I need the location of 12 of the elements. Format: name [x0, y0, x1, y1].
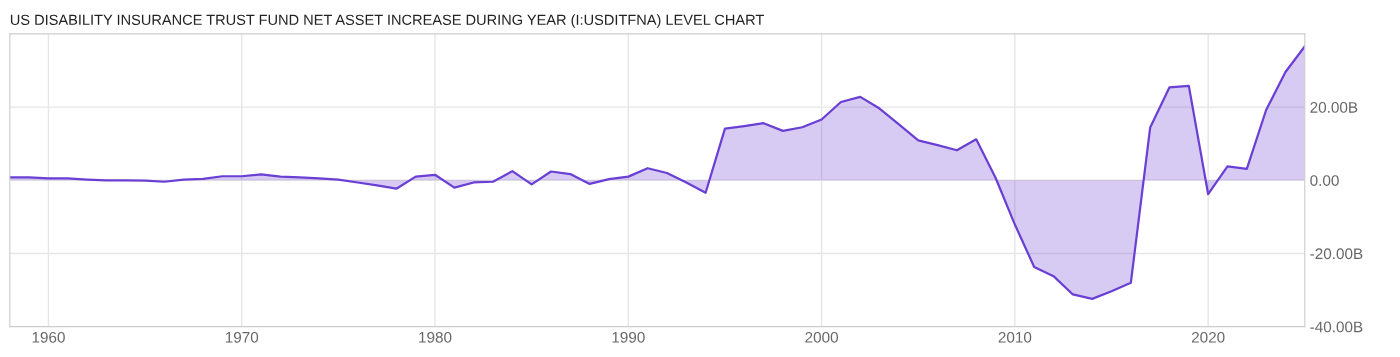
x-tick-label: 2010 — [998, 331, 1032, 343]
x-tick-label: 1970 — [225, 331, 259, 343]
x-tick-label: 1960 — [32, 331, 65, 343]
x-tick-label: 1980 — [419, 331, 452, 343]
x-tick-label: 2020 — [1191, 331, 1225, 343]
chart-title: US DISABILITY INSURANCE TRUST FUND NET ASSET INCREASE DURING YEAR (I:USDITFNA) LEVEL CHART — [10, 14, 764, 28]
y-tick-label: 0.00 — [1310, 175, 1339, 186]
y-tick-label: -20.00B — [1310, 248, 1363, 260]
y-tick-label: -40.00B — [1310, 321, 1363, 333]
x-tick-label: 2000 — [805, 331, 838, 343]
y-tick-label: 20.00B — [1310, 101, 1358, 113]
x-tick-label: 1990 — [612, 331, 645, 343]
